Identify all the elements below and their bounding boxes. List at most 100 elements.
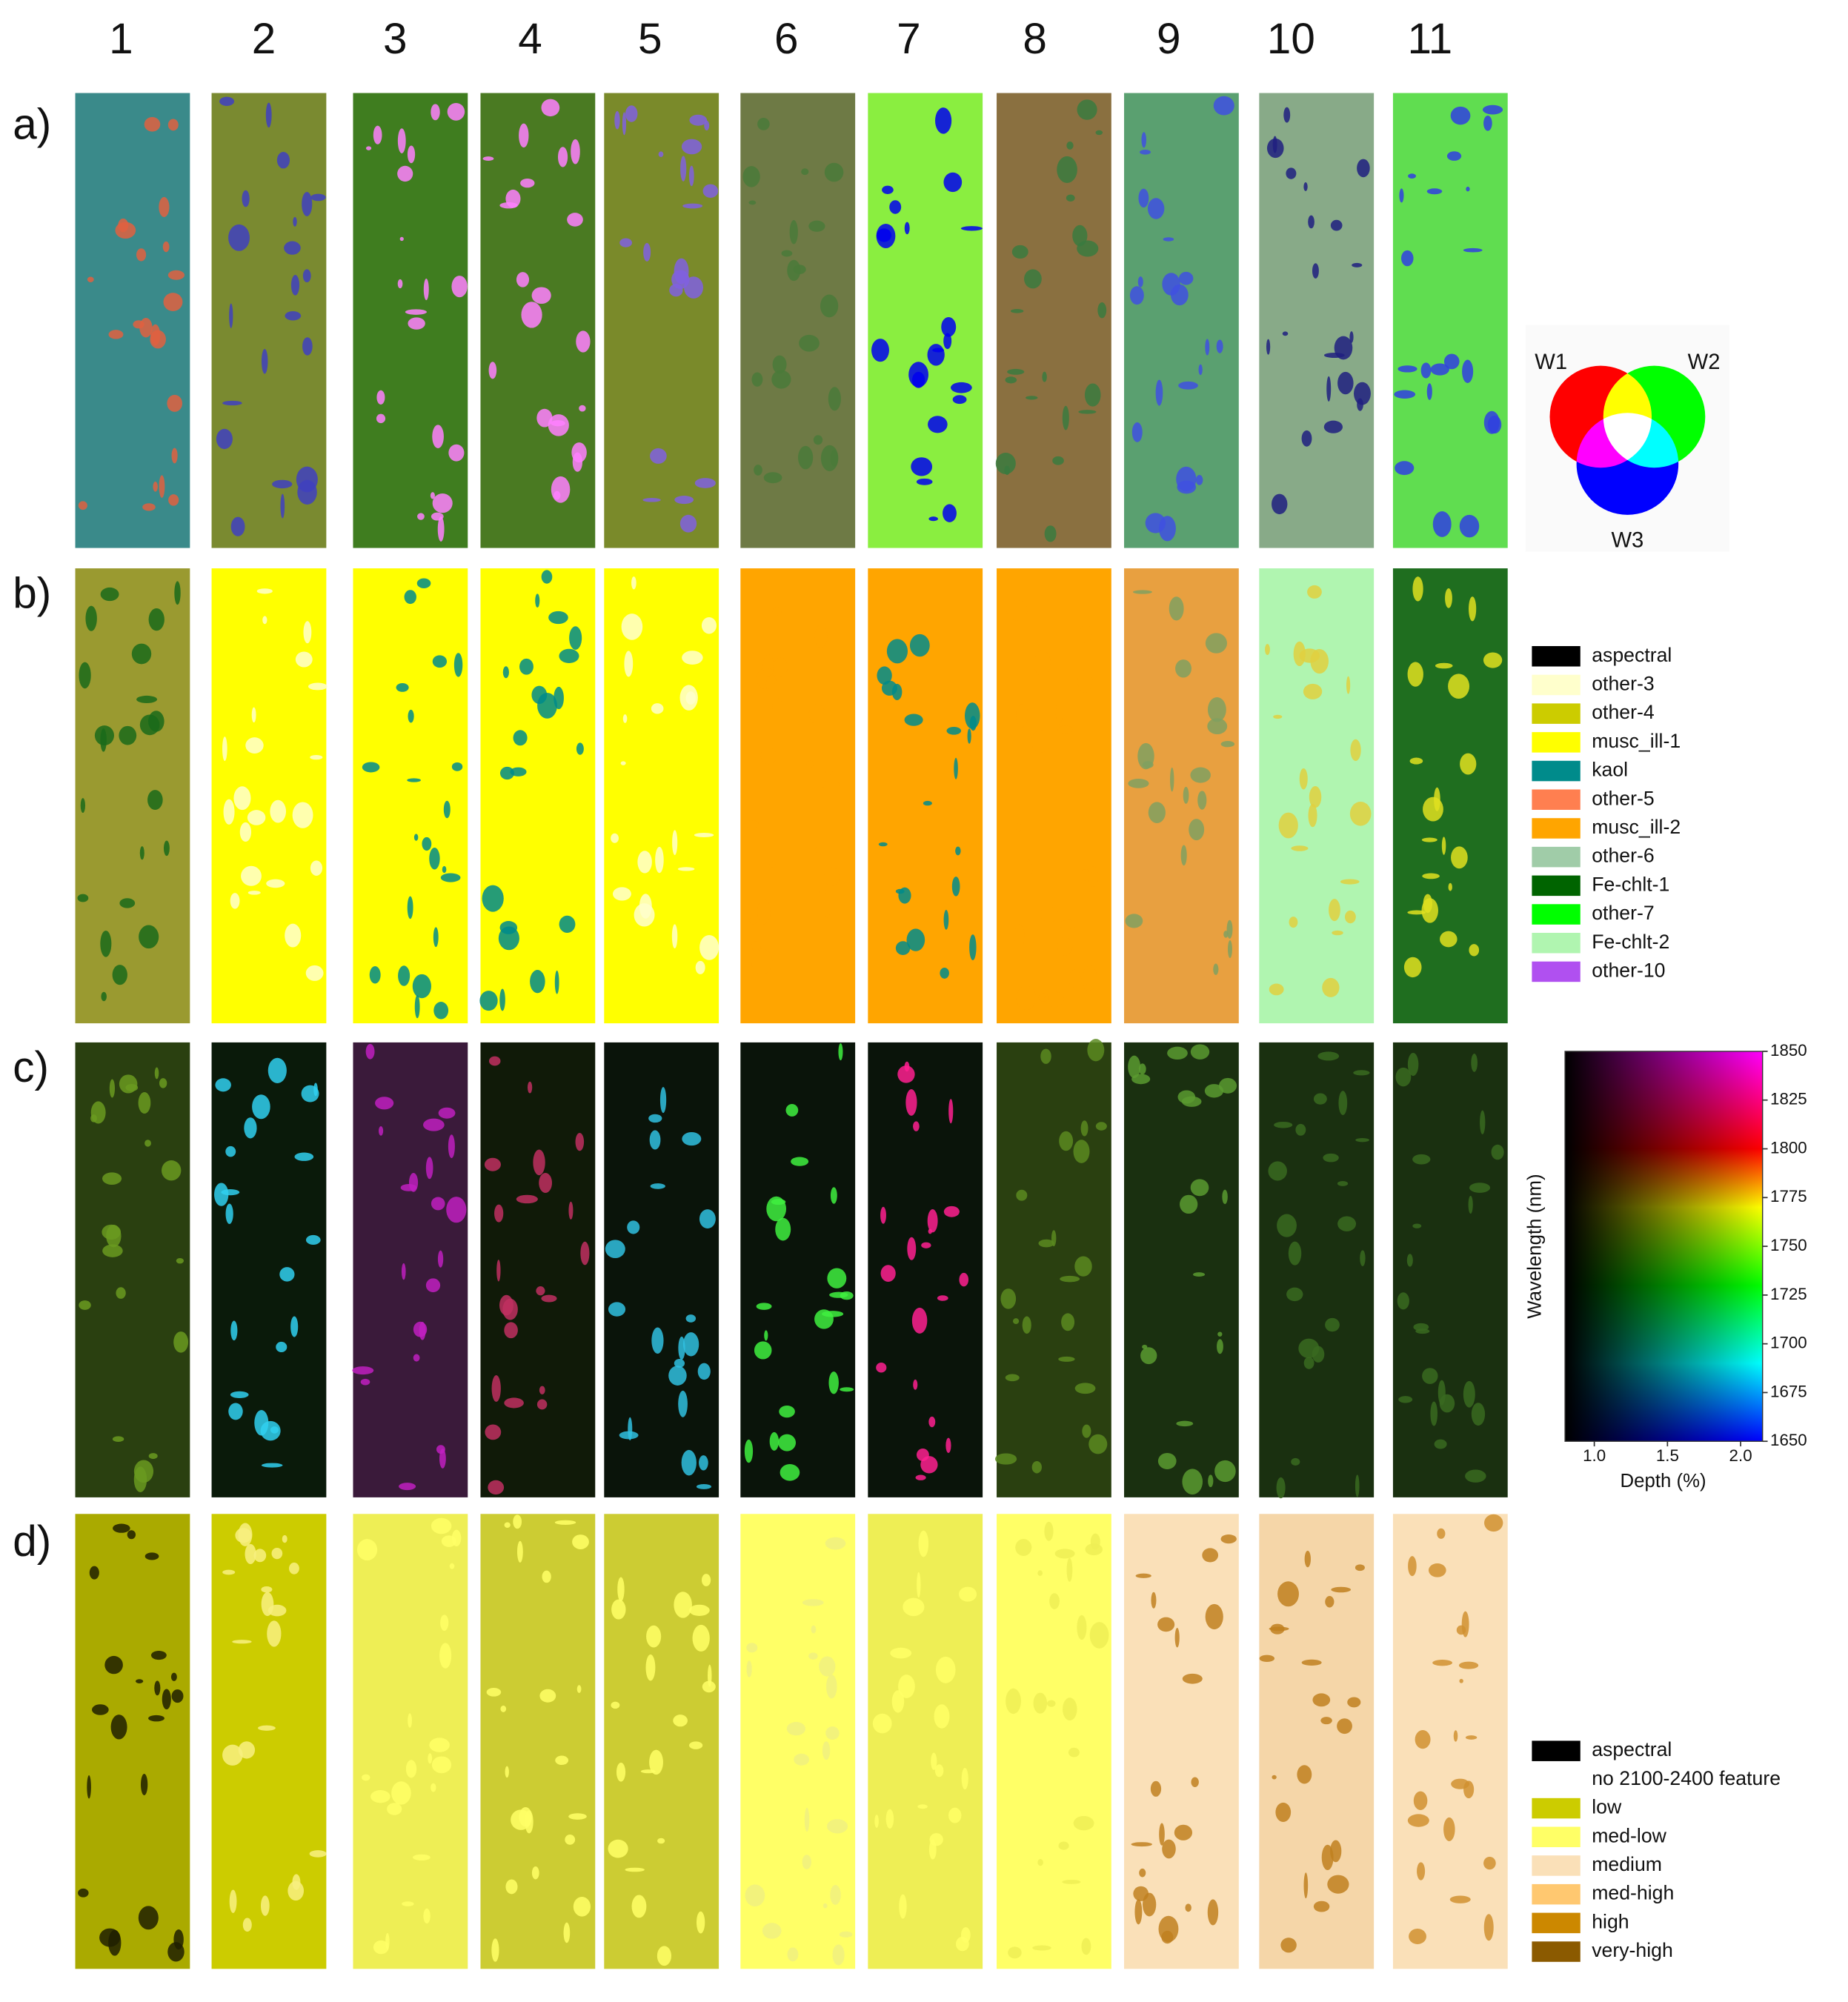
legend-label: Fe-chlt-2 [1592,931,1669,953]
image-texture [762,1923,782,1939]
image-texture [778,1434,797,1451]
image-texture [951,877,960,897]
image-texture [1169,596,1184,621]
image-texture [79,662,91,689]
image-texture [874,1815,879,1828]
image-texture [242,190,250,207]
image-texture [928,1416,936,1428]
image-texture [1417,1862,1426,1880]
image-texture [499,988,505,1011]
image-texture [955,846,961,856]
image-texture [1183,786,1189,804]
image-texture [310,860,323,876]
legend-swatch [1532,875,1581,897]
image-texture [408,709,414,723]
image-texture [701,616,717,634]
image-texture [1406,1254,1413,1267]
image-texture [536,1399,548,1410]
image-texture [651,703,664,714]
image-texture [109,1079,116,1098]
image-texture [303,621,312,644]
image-texture [1325,1317,1340,1332]
image-texture [272,479,293,489]
image-texture [799,334,820,352]
image-panel [604,93,719,548]
image-texture [1220,1534,1237,1544]
image-texture [261,348,268,374]
image-texture [1415,1730,1431,1749]
image-texture [216,428,233,450]
image-texture [702,1680,716,1693]
image-texture [1163,237,1174,242]
image-texture [1304,1550,1311,1568]
image-texture [650,1183,665,1189]
image-texture [744,819,759,828]
image-texture [1082,1424,1091,1438]
image-texture [170,1672,177,1681]
image-texture [891,1690,905,1713]
image-texture [290,275,300,296]
legend-swatch [1532,846,1581,868]
legend-swatch [1532,1740,1581,1761]
image-texture [407,896,413,919]
image-texture [150,1651,167,1660]
image-texture [567,213,583,227]
image-texture [921,1242,931,1248]
image-texture [310,754,323,760]
image-texture [407,778,421,782]
image-texture [1182,1469,1203,1495]
image-texture [148,1453,158,1460]
image-texture [485,1424,502,1440]
image-texture [401,1263,406,1280]
image-panel [604,1042,719,1497]
image-texture [414,995,420,1019]
image-texture [87,276,94,283]
image-texture [449,1563,455,1569]
image-texture [437,1250,444,1268]
image-texture [928,416,948,433]
image-texture [1137,276,1143,287]
image-texture [669,284,683,297]
image-texture [108,330,124,339]
image-texture [279,1267,295,1282]
image-texture [1303,683,1323,699]
image-texture [79,1300,91,1310]
image-texture [754,1341,772,1360]
image-texture [1397,1292,1409,1310]
image-texture [679,514,697,533]
image-texture [1054,1549,1075,1559]
image-texture [504,1322,518,1339]
image-texture [576,742,584,755]
image-texture [1148,802,1166,823]
image-texture [102,1172,122,1185]
image-texture [1303,1357,1314,1369]
image-texture [1005,376,1017,384]
image-panel [75,93,190,548]
image-texture [451,276,468,298]
legend-label: other-4 [1592,701,1655,723]
image-texture [222,736,227,762]
image-texture [1463,1380,1475,1408]
image-texture [551,476,571,503]
legend-label: med-high [1592,1882,1674,1904]
image-texture [814,1309,834,1329]
image-texture [1158,1915,1179,1943]
image-texture [1038,1239,1054,1248]
image-texture [436,1445,445,1454]
image-texture [903,1597,925,1617]
image-texture [1147,198,1165,219]
image-texture [895,888,905,894]
image-panel [1392,1042,1508,1497]
image-texture [825,1537,846,1550]
image-texture [1352,262,1363,267]
image-texture [1469,944,1480,957]
image-texture [1337,1216,1357,1231]
image-texture [572,1534,589,1549]
image-texture [1471,1403,1486,1426]
image-texture [539,1172,553,1194]
image-texture [1089,1622,1109,1649]
image-texture [627,1220,640,1234]
legend-swatch [1532,1912,1581,1934]
image-texture [657,1946,672,1966]
